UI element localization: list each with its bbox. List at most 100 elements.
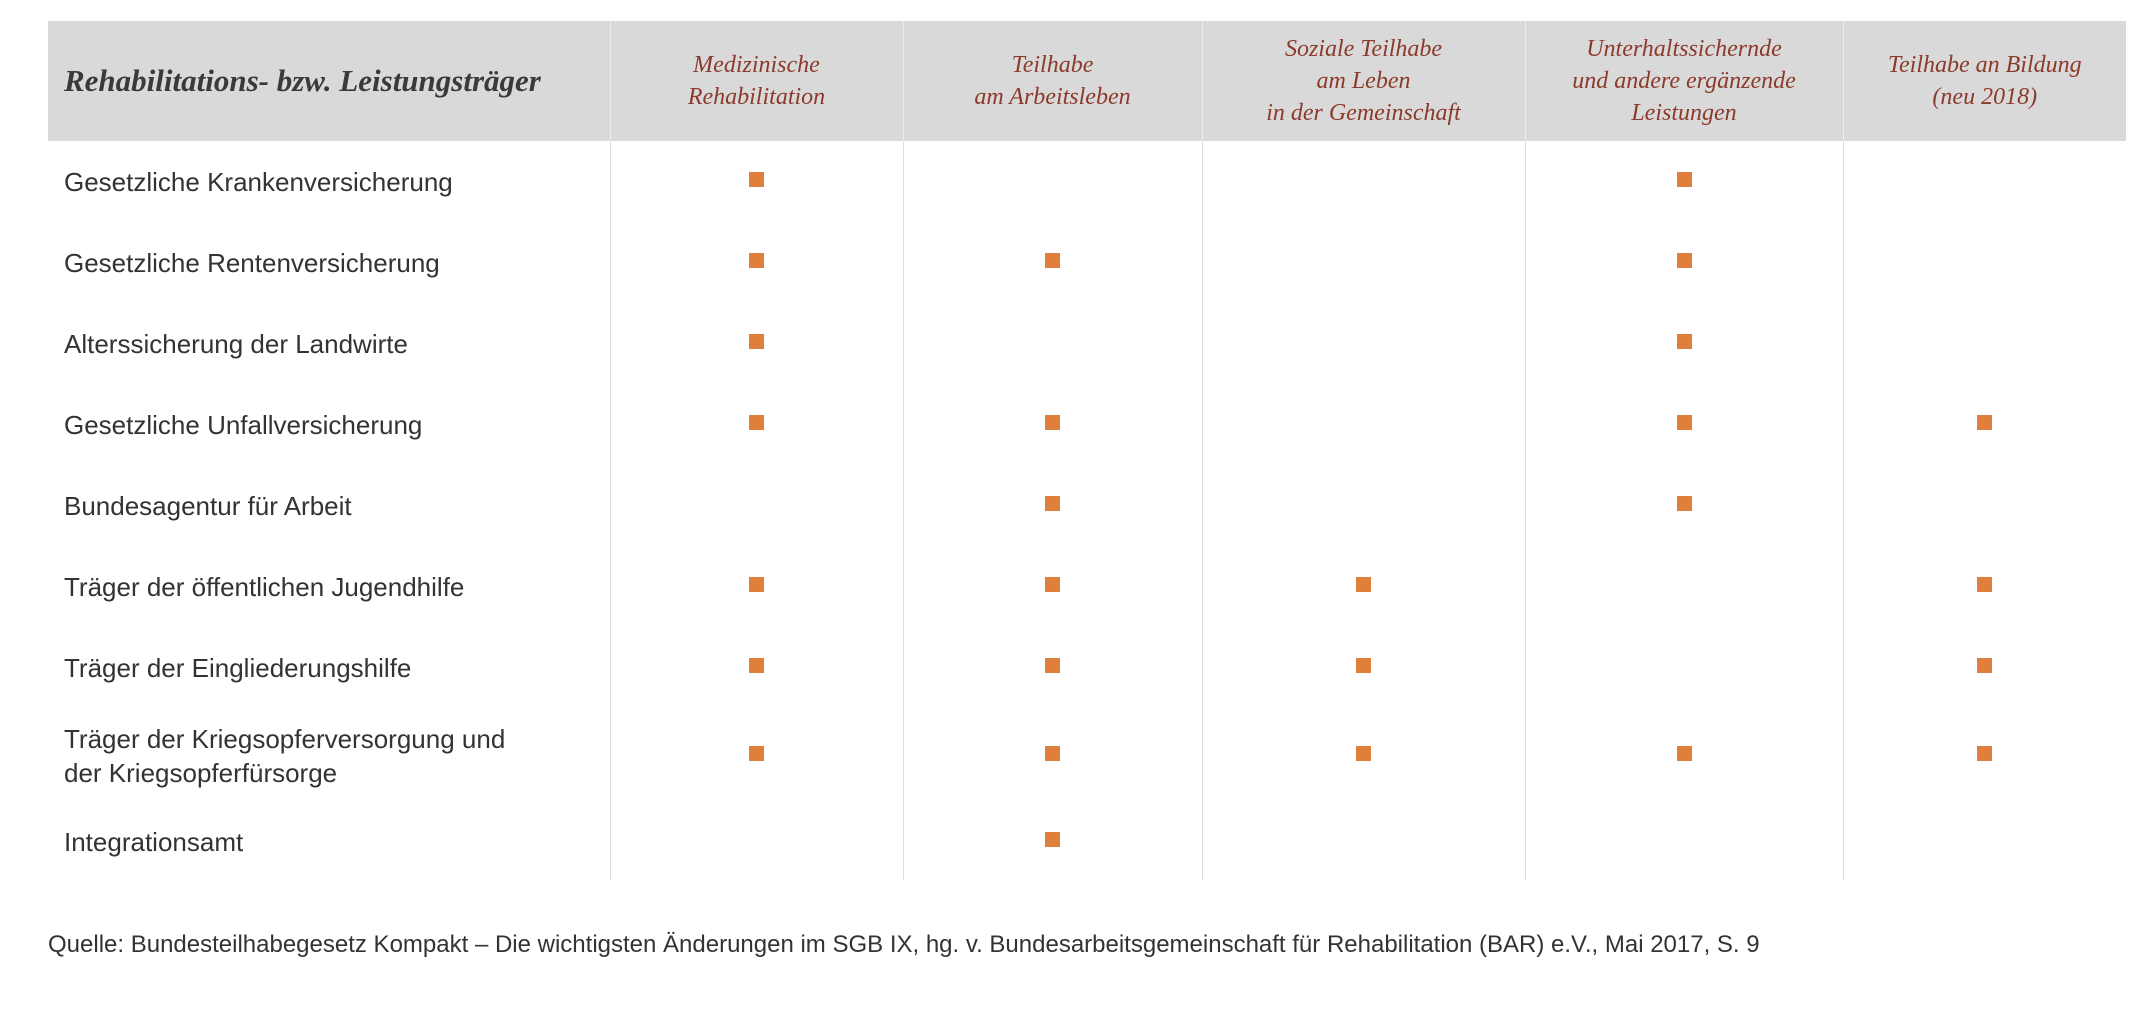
table-cell <box>1202 708 1526 803</box>
table-cell <box>903 141 1203 222</box>
table-cell <box>1202 546 1526 627</box>
table-cell <box>1525 465 1844 546</box>
square-marker-icon <box>749 333 764 349</box>
row-label: Integrationsamt <box>48 803 611 880</box>
row-label: Träger der Kriegsopferversorgung und der… <box>48 708 611 803</box>
table-cell <box>1202 222 1526 303</box>
table-cell <box>1525 546 1844 627</box>
table-cell <box>1843 384 2126 465</box>
row-label: Träger der öffentlichen Jugendhilfe <box>48 546 611 627</box>
square-marker-icon <box>1356 576 1371 592</box>
table-cell <box>1843 222 2126 303</box>
table-cell <box>1525 141 1844 222</box>
table-row: Integrationsamt <box>48 803 2126 880</box>
table-row: Alterssicherung der Landwirte <box>48 303 2126 384</box>
table-cell <box>1525 803 1844 880</box>
square-marker-icon <box>1045 831 1060 847</box>
row-label: Gesetzliche Krankenversicherung <box>48 141 611 222</box>
table-cell <box>1843 803 2126 880</box>
square-marker-icon <box>1045 576 1060 592</box>
square-marker-icon <box>749 745 764 761</box>
table-cell <box>1525 384 1844 465</box>
square-marker-icon <box>1045 414 1060 430</box>
square-marker-icon <box>1977 657 1993 673</box>
square-marker-icon <box>1676 414 1692 430</box>
table-cell <box>610 708 904 803</box>
table-cell <box>610 627 904 708</box>
square-marker-icon <box>749 171 764 187</box>
carrier-benefit-table-container: Rehabilitations- bzw. Leistungsträger Me… <box>48 21 2126 880</box>
header-carrier: Rehabilitations- bzw. Leistungsträger <box>48 21 611 141</box>
square-marker-icon <box>749 414 764 430</box>
row-label: Träger der Eingliederungshilfe <box>48 627 611 708</box>
square-marker-icon <box>749 657 764 673</box>
square-marker-icon <box>1676 252 1692 268</box>
table-header-row: Rehabilitations- bzw. Leistungsträger Me… <box>48 21 2126 141</box>
header-teilhabe-arbeitsleben: Teilhabe am Arbeitsleben <box>903 21 1203 141</box>
table-cell <box>903 465 1203 546</box>
square-marker-icon <box>1977 414 1993 430</box>
table-cell <box>1843 708 2126 803</box>
table-cell <box>903 303 1203 384</box>
square-marker-icon <box>1356 657 1371 673</box>
table-cell <box>903 708 1203 803</box>
square-marker-icon <box>1356 745 1371 761</box>
square-marker-icon <box>1676 495 1692 511</box>
carrier-benefit-table: Rehabilitations- bzw. Leistungsträger Me… <box>48 21 2126 880</box>
header-unterhaltssichernde-leistungen: Unterhaltssichernde und andere ergänzend… <box>1525 21 1844 141</box>
table-cell <box>1843 546 2126 627</box>
table-cell <box>1202 141 1526 222</box>
square-marker-icon <box>1045 745 1060 761</box>
table-cell <box>1202 303 1526 384</box>
header-soziale-teilhabe: Soziale Teilhabe am Leben in der Gemeins… <box>1202 21 1526 141</box>
square-marker-icon <box>1977 576 1993 592</box>
table-row: Gesetzliche Rentenversicherung <box>48 222 2126 303</box>
square-marker-icon <box>749 252 764 268</box>
table-cell <box>1525 222 1844 303</box>
row-label: Gesetzliche Rentenversicherung <box>48 222 611 303</box>
table-cell <box>610 803 904 880</box>
table-cell <box>1202 803 1526 880</box>
header-medizinische-rehabilitation: Medizinische Rehabilitation <box>610 21 904 141</box>
table-cell <box>903 627 1203 708</box>
table-cell <box>1202 465 1526 546</box>
square-marker-icon <box>1045 252 1060 268</box>
table-cell <box>903 222 1203 303</box>
table-row: Träger der öffentlichen Jugendhilfe <box>48 546 2126 627</box>
table-body: Gesetzliche Krankenversicherung Gesetzlic… <box>48 141 2126 880</box>
square-marker-icon <box>749 576 764 592</box>
table-row: Träger der Kriegsopferversorgung und der… <box>48 708 2126 803</box>
source-citation: Quelle: Bundesteilhabegesetz Kompakt – D… <box>48 931 1760 958</box>
table-cell <box>1843 465 2126 546</box>
table-cell <box>1202 384 1526 465</box>
table-row: Gesetzliche Unfallversicherung <box>48 384 2126 465</box>
table-cell <box>610 303 904 384</box>
table-cell <box>610 384 904 465</box>
table-cell <box>1525 627 1844 708</box>
table-cell <box>1202 627 1526 708</box>
square-marker-icon <box>1676 333 1692 349</box>
table-cell <box>1843 303 2126 384</box>
square-marker-icon <box>1977 745 1993 761</box>
table-cell <box>1843 627 2126 708</box>
table-cell <box>1843 141 2126 222</box>
table-row: Gesetzliche Krankenversicherung <box>48 141 2126 222</box>
row-label: Alterssicherung der Landwirte <box>48 303 611 384</box>
square-marker-icon <box>1676 745 1692 761</box>
square-marker-icon <box>1045 657 1060 673</box>
table-cell <box>610 546 904 627</box>
header-teilhabe-bildung: Teilhabe an Bildung (neu 2018) <box>1887 52 2082 110</box>
table-row: Träger der Eingliederungshilfe <box>48 627 2126 708</box>
square-marker-icon <box>1045 495 1060 511</box>
table-cell <box>1525 708 1844 803</box>
row-label: Bundesagentur für Arbeit <box>48 465 611 546</box>
table-cell <box>610 465 904 546</box>
table-cell <box>903 803 1203 880</box>
table-row: Bundesagentur für Arbeit <box>48 465 2126 546</box>
table-cell <box>903 546 1203 627</box>
row-label: Gesetzliche Unfallversicherung <box>48 384 611 465</box>
table-cell <box>610 222 904 303</box>
table-cell <box>610 141 904 222</box>
square-marker-icon <box>1676 171 1692 187</box>
table-cell <box>903 384 1203 465</box>
